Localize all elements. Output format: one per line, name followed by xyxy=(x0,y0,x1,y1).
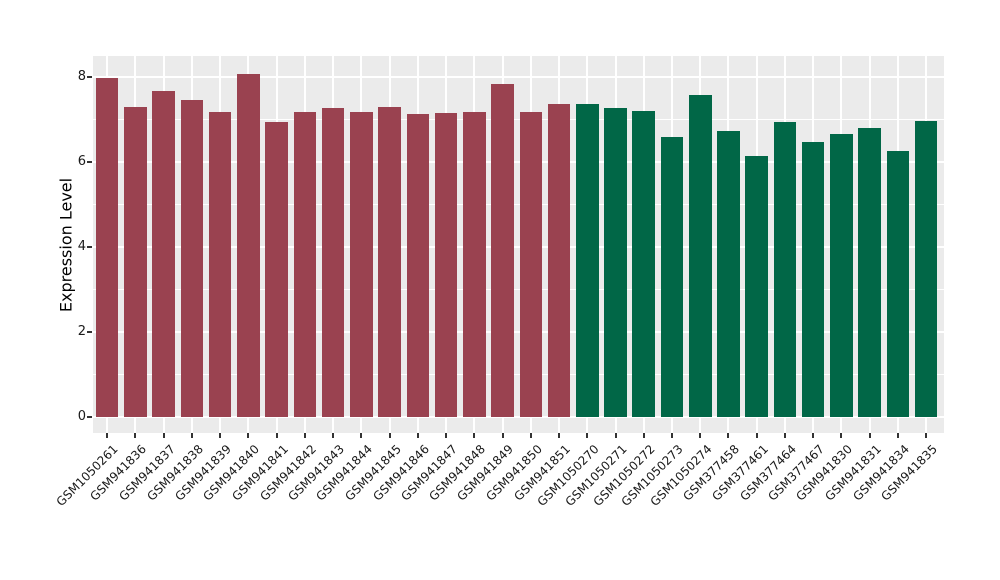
bar-GSM941835 xyxy=(914,121,938,417)
x-tick-mark xyxy=(642,433,645,438)
x-tick-mark xyxy=(868,433,871,438)
x-tick-mark xyxy=(529,433,532,438)
bar-GSM377458 xyxy=(717,130,740,417)
bar-GSM941849 xyxy=(491,84,514,417)
x-tick-mark xyxy=(699,433,702,438)
x-tick-mark xyxy=(614,433,617,438)
bar-GSM941843 xyxy=(321,107,345,417)
x-tick-mark xyxy=(388,433,391,438)
minor-gridline xyxy=(93,119,944,120)
bar-GSM941846 xyxy=(406,114,430,417)
bar-GSM1050271 xyxy=(604,107,627,417)
bar-GSM941847 xyxy=(434,113,458,417)
bar-GSM1050274 xyxy=(688,95,712,417)
y-tick-mark xyxy=(87,76,92,78)
bar-GSM941851 xyxy=(547,104,571,417)
bar-GSM941844 xyxy=(350,112,373,417)
x-tick-mark xyxy=(473,433,476,438)
x-tick-mark xyxy=(840,433,843,438)
x-tick-mark xyxy=(219,433,222,438)
x-tick-mark xyxy=(303,433,306,438)
x-tick-mark xyxy=(783,433,786,438)
x-tick-mark xyxy=(812,433,815,438)
major-gridline xyxy=(93,76,944,78)
x-tick-mark xyxy=(445,433,448,438)
bar-GSM941830 xyxy=(830,133,853,417)
bar-GSM941845 xyxy=(378,106,401,417)
x-tick-mark xyxy=(106,433,109,438)
x-tick-mark xyxy=(727,433,730,438)
x-tick-mark xyxy=(925,433,928,438)
x-tick-mark xyxy=(671,433,673,438)
bar-GSM941838 xyxy=(180,99,204,417)
bar-GSM377467 xyxy=(801,142,825,417)
bar-GSM1050261 xyxy=(95,77,119,417)
bar-GSM941840 xyxy=(237,74,260,417)
bar-GSM941834 xyxy=(886,150,910,417)
bar-GSM941842 xyxy=(293,112,317,417)
y-tick-mark xyxy=(87,246,92,248)
minor-gridline xyxy=(93,204,944,205)
bar-GSM1050273 xyxy=(660,136,684,417)
y-tick-mark xyxy=(87,161,92,163)
y-tick-label-8: 8 xyxy=(77,69,86,84)
x-tick-mark xyxy=(247,433,250,438)
x-tick-mark xyxy=(162,433,165,438)
x-tick-mark xyxy=(332,433,335,438)
bar-GSM1050270 xyxy=(575,104,599,417)
y-tick-mark xyxy=(87,331,92,333)
y-tick-label-6: 6 xyxy=(77,154,86,169)
bar-GSM941831 xyxy=(858,127,881,417)
minor-gridline xyxy=(93,374,944,375)
x-tick-mark xyxy=(586,433,589,438)
y-tick-label-0: 0 xyxy=(77,409,86,424)
x-tick-mark xyxy=(190,433,193,438)
x-tick-mark xyxy=(275,433,278,438)
y-tick-label-4: 4 xyxy=(77,239,86,254)
major-gridline xyxy=(93,331,944,333)
bar-GSM377464 xyxy=(773,122,797,417)
x-tick-mark xyxy=(755,433,758,438)
bar-GSM941839 xyxy=(208,111,232,417)
major-gridline xyxy=(93,161,944,163)
major-gridline xyxy=(93,246,944,248)
minor-gridline xyxy=(93,289,944,290)
x-tick-mark xyxy=(416,433,419,438)
bar-GSM941850 xyxy=(519,112,543,417)
x-tick-mark xyxy=(896,433,899,438)
y-tick-label-2: 2 xyxy=(77,324,86,339)
y-tick-mark xyxy=(87,416,92,418)
bar-GSM1050272 xyxy=(632,111,656,417)
x-tick-mark xyxy=(501,433,504,438)
x-tick-mark xyxy=(360,433,363,438)
bar-GSM941841 xyxy=(265,121,288,417)
bar-GSM941848 xyxy=(463,112,486,417)
x-tick-mark xyxy=(134,433,137,438)
bar-GSM941836 xyxy=(124,106,147,417)
bar-GSM377461 xyxy=(745,156,768,417)
plot-panel xyxy=(93,56,944,433)
bar-GSM941837 xyxy=(152,90,175,417)
major-gridline xyxy=(93,416,944,418)
x-tick-mark xyxy=(558,433,561,438)
